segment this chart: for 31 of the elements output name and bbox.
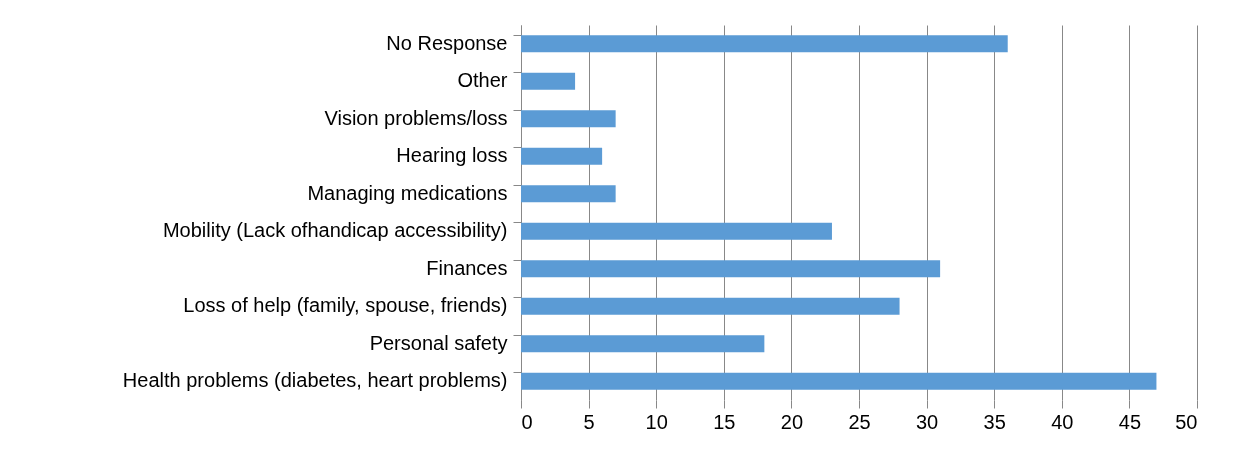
y-tick-label: Other [457,69,508,92]
y-tick-label: Health problems (diabetes, heart problems) [122,369,508,392]
x-tick-label: 10 [645,410,668,433]
y-tick-label: Vision problems/loss [324,106,508,129]
bar [521,222,832,240]
y-tick-label: Mobility (Lack ofhandicap accessibility) [162,219,508,242]
bar [521,335,765,353]
x-tick-label: 0 [521,410,533,433]
y-tick-label: Hearing loss [396,144,508,167]
x-tick-label: 40 [1051,410,1074,433]
y-tick-label: Personal safety [369,331,508,354]
y-tick-label: Managing medications [307,181,508,204]
bar [521,185,616,203]
bar [521,260,941,278]
x-tick-label: 5 [583,410,595,433]
y-tick-label: No Response [386,31,508,54]
bar [521,35,1008,53]
x-tick-label: 35 [983,410,1006,433]
bar [521,72,576,90]
x-tick-label: 25 [848,410,871,433]
bar [521,147,603,165]
x-tick-label: 30 [915,410,939,433]
y-tick-label: Finances [426,256,508,279]
bar [521,110,616,128]
bar [521,297,900,315]
x-tick-label: 20 [780,410,804,433]
x-tick-label: 50 [1175,410,1198,433]
bar [521,372,1157,390]
y-tick-label: Loss of help (family, spouse, friends) [183,294,508,317]
x-tick-label: 15 [713,410,736,433]
x-tick-label: 45 [1118,410,1142,433]
